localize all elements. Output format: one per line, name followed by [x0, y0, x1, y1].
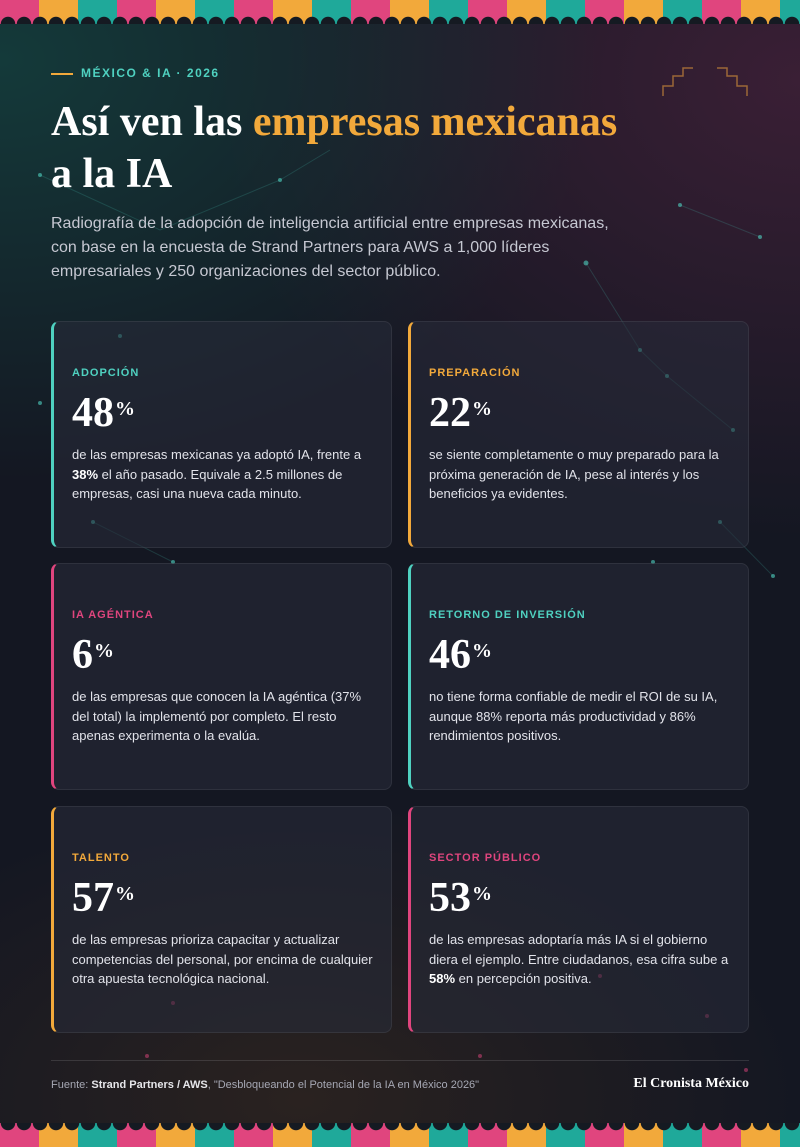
source-title: , "Desbloqueando el Potencial de la IA e…	[207, 1079, 480, 1091]
card-value: 53	[429, 875, 471, 921]
stat-card: RETORNO DE INVERSIÓN 46% no tiene forma co…	[408, 563, 749, 790]
card-value-wrap: 46%	[429, 631, 730, 679]
description-text: 38%	[72, 466, 99, 482]
description-text: 58%	[429, 971, 456, 986]
card-description: se siente completamente o muy preparado …	[429, 445, 730, 504]
card-unit: %	[472, 398, 492, 420]
card-unit: %	[115, 398, 135, 420]
card-label: PREPARACIÓN	[429, 367, 521, 379]
card-description: de las empresas mexicanas ya adoptó IA, …	[72, 445, 373, 504]
card-value: 46	[429, 632, 471, 678]
source-name: Strand Partners / AWS	[91, 1079, 208, 1091]
brand: El Cronista México	[633, 1076, 749, 1091]
card-unit: %	[472, 883, 492, 905]
stat-card: IA AGÉNTICA 6% de las empresas que conocen…	[51, 563, 392, 790]
subtitle: Radiografía de la adopción de inteligenc…	[51, 215, 609, 280]
description-text: de las empresas que conocen la IA agénti…	[72, 689, 362, 743]
card-value: 22	[429, 390, 471, 436]
card-value: 57	[72, 875, 114, 921]
card-label: IA AGÉNTICA	[72, 609, 154, 621]
card-value-wrap: 22%	[429, 389, 730, 437]
card-unit: %	[472, 640, 492, 662]
card-description: de las empresas adoptaría más IA si el g…	[429, 930, 730, 989]
card-description: de las empresas que conocen la IA agénti…	[72, 687, 373, 746]
card-description: de las empresas prioriza capacitar y act…	[72, 930, 373, 989]
description-text: el año pasado. Equivale a 2.5 millones d…	[72, 466, 343, 502]
description-text: de las empresas prioriza capacitar y act…	[72, 932, 373, 986]
card-label: SECTOR PÚBLICO	[429, 852, 542, 864]
stat-card: PREPARACIÓN 22% se siente completamente o …	[408, 321, 749, 548]
top-border	[0, 0, 800, 24]
description-text: en percepción positiva.	[455, 971, 592, 986]
card-label: RETORNO DE INVERSIÓN	[429, 609, 586, 621]
bottom-border	[0, 1123, 800, 1147]
card-value-wrap: 6%	[72, 631, 373, 679]
stat-card: SECTOR PÚBLICO 53% de las empresas adoptar…	[408, 806, 749, 1033]
title: Así ven las empresas mexicanas a la IA	[51, 96, 751, 200]
description-text: se siente completamente o muy preparado …	[429, 447, 719, 501]
footer-rule	[51, 1060, 749, 1061]
card-unit: %	[94, 640, 114, 662]
source: Fuente: Strand Partners / AWS, "Desbloqu…	[51, 1079, 479, 1091]
source-prefix: Fuente:	[51, 1079, 92, 1091]
kicker: MÉXICO & IA · 2026	[51, 66, 220, 80]
description-text: de las empresas mexicanas ya adoptó IA, …	[72, 447, 362, 462]
card-value-wrap: 57%	[72, 874, 373, 922]
card-value-wrap: 48%	[72, 389, 373, 437]
description-text: no tiene forma confiable de medir el ROI…	[429, 689, 718, 743]
stat-card: TALENTO 57% de las empresas prioriza capac…	[51, 806, 392, 1033]
card-value-wrap: 53%	[429, 874, 730, 922]
title-highlight: empresas mexicanas	[252, 99, 618, 145]
title-text: a la IA	[51, 151, 173, 197]
card-value: 6	[72, 632, 93, 678]
description-text: de las empresas adoptaría más IA si el g…	[429, 932, 729, 967]
card-value: 48	[72, 390, 114, 436]
card-label: TALENTO	[72, 852, 130, 864]
title-text: Así ven las	[51, 99, 253, 145]
card-unit: %	[115, 883, 135, 905]
card-label: ADOPCIÓN	[72, 367, 140, 379]
stat-card: ADOPCIÓN 48% de las empresas mexicanas ya …	[51, 321, 392, 548]
card-description: no tiene forma confiable de medir el ROI…	[429, 687, 730, 746]
